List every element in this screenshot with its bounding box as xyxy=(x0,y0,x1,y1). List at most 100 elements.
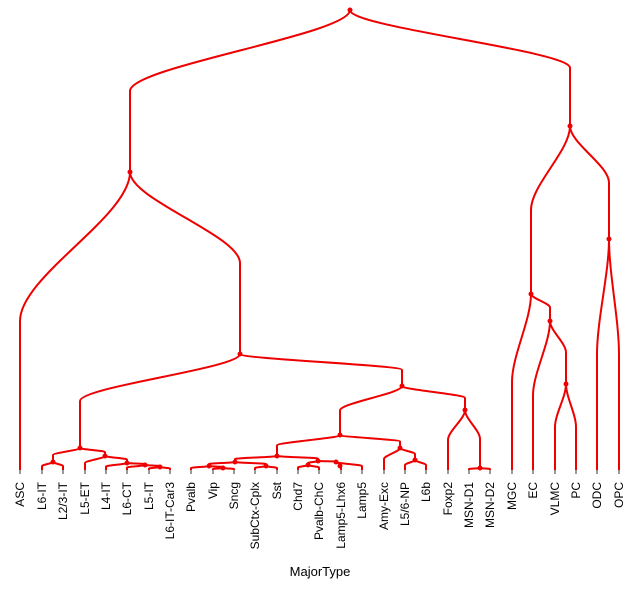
leaf-label: Vip xyxy=(206,482,220,499)
dendrogram-edge xyxy=(349,9,571,126)
dendrogram-edge xyxy=(608,238,620,470)
dendrogram-node xyxy=(567,123,573,129)
leaf-label: Amy-Exc xyxy=(377,482,391,530)
leaf-label: Pvalb xyxy=(184,482,198,512)
dendrogram-node xyxy=(333,459,339,465)
dendrogram-node xyxy=(220,465,226,471)
dendrogram-edge xyxy=(234,455,278,462)
leaf-label: Sncg xyxy=(227,482,241,509)
leaf-label: OPC xyxy=(612,482,626,508)
leaf-label: MSN-D2 xyxy=(483,482,497,528)
leaf-label: L4-IT xyxy=(99,481,113,510)
dendrogram-edge xyxy=(317,460,337,463)
leaf-label: ASC xyxy=(13,482,27,507)
dendrogram-edge xyxy=(104,455,128,463)
dendrogram-node xyxy=(102,453,108,459)
dendrogram-edge xyxy=(530,125,571,294)
leaf-label: ODC xyxy=(590,482,604,509)
dendrogram-edge xyxy=(190,465,210,470)
dendrogram-edge xyxy=(234,461,267,466)
dendrogram-node xyxy=(347,7,353,13)
dendrogram-node xyxy=(606,236,612,242)
dendrogram-edge xyxy=(276,434,341,456)
dendrogram-edge xyxy=(105,462,128,470)
dendrogram-node xyxy=(305,462,311,468)
dendrogram-node xyxy=(232,459,238,465)
dendrogram-edge xyxy=(596,238,610,470)
leaf-label: SubCtx-Cplx xyxy=(248,482,262,549)
dendrogram-node xyxy=(274,453,280,459)
leaf-labels: ASC L6-IT L2/3-IT L5-ET L4-IT L6-CT L5-IT L6-IT… xyxy=(13,481,626,549)
dendrogram-edge xyxy=(464,409,481,468)
dendrogram-edge xyxy=(52,447,81,462)
dendrogram-node xyxy=(397,445,403,451)
dendrogram-edge xyxy=(569,125,610,239)
dendrogram-edge xyxy=(554,383,567,470)
x-axis-label: MajorType xyxy=(290,564,351,579)
dendrogram-node xyxy=(462,407,468,413)
dendrogram-edge xyxy=(549,320,567,384)
dendrogram-node xyxy=(157,464,163,470)
leaf-label: L5/6-NP xyxy=(398,482,412,526)
leaf-label: Lamp5-Lhx6 xyxy=(334,482,348,549)
dendrogram-edge xyxy=(126,464,146,470)
dendrogram-edge xyxy=(129,171,241,354)
dendrogram-edge xyxy=(239,353,403,386)
dendrogram-node xyxy=(563,381,569,387)
dendrogram-edge xyxy=(565,383,577,470)
leaf-label: Lamp5 xyxy=(355,482,369,519)
dendrogram-edge xyxy=(447,409,466,470)
leaf-label: L5-ET xyxy=(78,481,92,514)
dendrogram-node xyxy=(399,383,405,389)
dendrogram-edge xyxy=(339,385,403,435)
dendrogram-edge xyxy=(129,9,351,172)
dendrogram-edge xyxy=(399,447,416,460)
dendrogram-edge xyxy=(401,385,466,410)
dendrogram-edge xyxy=(79,353,241,448)
dendrogram-node xyxy=(77,445,83,451)
leaf-label: MGC xyxy=(505,482,519,510)
dendrogram-edge xyxy=(84,455,106,470)
dendrogram-node xyxy=(477,465,483,471)
dendrogram-node xyxy=(315,458,321,464)
dendrogram-node xyxy=(206,463,212,469)
dendrogram-node xyxy=(127,169,133,175)
leaf-label: L6b xyxy=(419,482,433,502)
dendrogram-edge xyxy=(530,293,551,321)
leaf-label: PC xyxy=(569,482,583,499)
leaf-label: L5-IT xyxy=(142,481,156,510)
dendrogram-node xyxy=(337,463,343,469)
dendrogram-node xyxy=(263,463,269,469)
leaf-ticks xyxy=(19,470,620,474)
leaf-label: L2/3-IT xyxy=(56,481,70,520)
leaf-label: Foxp2 xyxy=(441,482,455,516)
dendrogram-node xyxy=(50,459,56,465)
dendrogram-edge xyxy=(276,455,319,461)
leaf-label: MSN-D1 xyxy=(462,482,476,528)
dendrogram-node xyxy=(412,457,418,463)
dendrogram-edge xyxy=(19,171,131,470)
leaf-label: Sst xyxy=(270,481,284,499)
dendrogram-node xyxy=(337,432,343,438)
dendrogram-edge xyxy=(383,447,401,470)
leaf-label: L6-CT xyxy=(120,481,134,515)
dendrogram-node xyxy=(142,462,148,468)
leaf-label: Chd7 xyxy=(291,482,305,511)
leaf-label: L6-IT-Car3 xyxy=(163,482,177,540)
dendrogram-node xyxy=(237,351,243,357)
dendrogram-edge xyxy=(511,293,532,470)
dendrogram-edges xyxy=(19,9,620,470)
leaf-label: VLMC xyxy=(548,482,562,516)
dendrogram-node xyxy=(124,460,130,466)
dendrogram-edge xyxy=(532,320,551,470)
dendrogram-edge xyxy=(79,447,106,456)
leaf-label: Pvalb-ChC xyxy=(312,482,326,540)
leaf-label: EC xyxy=(526,482,540,499)
dendrogram-edge xyxy=(339,434,401,448)
leaf-label: L6-IT xyxy=(35,481,49,510)
dendrogram-node xyxy=(528,291,534,297)
dendrogram-nodes xyxy=(50,7,612,471)
dendrogram-node xyxy=(547,318,553,324)
